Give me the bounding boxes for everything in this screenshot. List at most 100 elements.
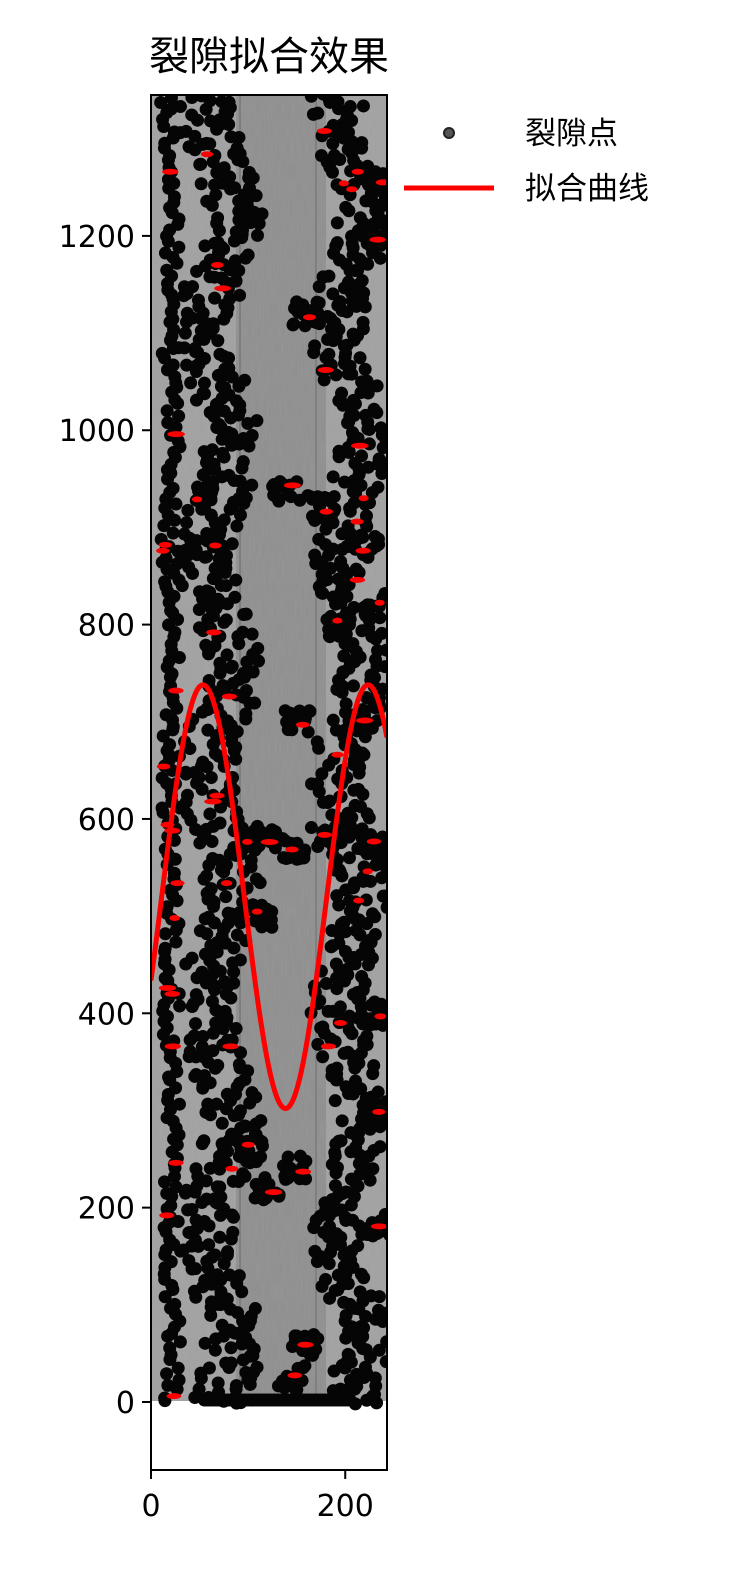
crack-point xyxy=(228,1326,242,1340)
crack-point xyxy=(290,836,304,850)
crack-point xyxy=(173,100,187,114)
crack-point-highlight xyxy=(222,1043,239,1050)
crack-point xyxy=(375,1114,387,1128)
crack-point xyxy=(206,1044,220,1058)
crack-point xyxy=(229,573,243,587)
crack-point xyxy=(360,691,374,705)
crack-point xyxy=(166,526,180,540)
crack-point xyxy=(221,1245,235,1259)
crack-point xyxy=(254,1114,268,1128)
crack-point xyxy=(197,872,211,886)
crack-point xyxy=(362,175,376,189)
crack-point xyxy=(219,613,233,627)
crack-point xyxy=(208,1248,222,1262)
crack-point-highlight xyxy=(334,1020,347,1027)
crack-point-highlight xyxy=(319,508,333,515)
crack-point xyxy=(229,1379,243,1393)
crack-point xyxy=(200,584,214,598)
crack-point xyxy=(172,1373,186,1387)
chart-title: 裂隙拟合效果 xyxy=(149,34,389,80)
crack-point-highlight xyxy=(242,838,253,845)
crack-point-highlight xyxy=(159,1212,175,1219)
crack-point xyxy=(230,519,244,533)
crack-point xyxy=(226,1174,240,1188)
crack-point xyxy=(280,1377,294,1391)
crack-point xyxy=(214,379,228,393)
crack-point xyxy=(161,1378,175,1392)
crack-point xyxy=(169,935,183,949)
crack-point xyxy=(308,548,322,562)
crack-point xyxy=(349,924,363,938)
crack-point xyxy=(180,788,194,802)
crack-point xyxy=(173,999,187,1013)
crack-point xyxy=(229,1022,243,1036)
crack-point-highlight xyxy=(164,990,181,997)
crack-point xyxy=(342,1009,356,1023)
crack-point xyxy=(374,421,387,435)
crack-point xyxy=(168,1297,182,1311)
crack-point xyxy=(355,274,369,288)
crack-point xyxy=(227,1210,241,1224)
crack-point xyxy=(328,1179,342,1193)
crack-point xyxy=(215,1116,229,1130)
crack-point xyxy=(166,358,180,372)
crack-point xyxy=(236,625,250,639)
crack-point xyxy=(326,118,340,132)
crack-point xyxy=(337,1295,351,1309)
crack-point xyxy=(316,95,330,101)
crack-point xyxy=(200,550,214,564)
crack-point xyxy=(242,181,256,195)
crack-point xyxy=(161,416,175,430)
crack-point xyxy=(212,552,226,566)
plot-area xyxy=(151,95,387,1411)
crack-point xyxy=(353,800,367,814)
crack-point-highlight xyxy=(317,367,334,373)
crack-point xyxy=(319,977,333,991)
crack-point-highlight xyxy=(369,236,386,243)
crack-point xyxy=(347,496,361,510)
crack-point xyxy=(213,1230,227,1244)
crack-point xyxy=(312,532,326,546)
x-tick-label: 200 xyxy=(317,1489,374,1524)
crack-point-highlight xyxy=(156,763,171,770)
crack-point xyxy=(242,166,256,180)
crack-point xyxy=(372,1343,386,1357)
crack-point xyxy=(197,376,211,390)
crack-point xyxy=(299,1172,313,1186)
crack-point xyxy=(361,460,375,474)
crack-point-highlight xyxy=(295,721,310,728)
crack-point xyxy=(371,480,385,494)
crack-point xyxy=(171,1214,185,1228)
crack-point xyxy=(322,1219,336,1233)
crack-point xyxy=(210,1180,224,1194)
crack-point xyxy=(172,240,186,254)
crack-point-highlight xyxy=(374,1013,387,1020)
crack-point xyxy=(250,414,264,428)
crack-point xyxy=(160,1186,174,1200)
crack-point xyxy=(345,530,359,544)
crack-point xyxy=(224,130,238,144)
crack-point xyxy=(177,280,191,294)
crack-point xyxy=(244,853,258,867)
crack-point xyxy=(314,149,328,163)
crack-point xyxy=(214,1190,228,1204)
crack-point xyxy=(333,1000,347,1014)
crack-point-highlight xyxy=(349,576,366,583)
crack-point xyxy=(322,629,336,643)
crack-point xyxy=(217,161,231,175)
crack-point xyxy=(182,1254,196,1268)
crack-point xyxy=(376,889,387,903)
crack-point xyxy=(355,449,369,463)
crack-point xyxy=(346,679,360,693)
crack-point xyxy=(208,149,222,163)
crack-point xyxy=(189,988,203,1002)
crack-point-highlight xyxy=(221,693,238,700)
crack-point xyxy=(173,1335,187,1349)
crack-point xyxy=(290,295,304,309)
crack-point xyxy=(155,771,169,785)
crack-point xyxy=(192,603,206,617)
crack-point xyxy=(357,1321,371,1335)
crack-point xyxy=(222,361,236,375)
crack-point xyxy=(154,95,168,109)
crack-point-highlight xyxy=(164,1043,182,1050)
